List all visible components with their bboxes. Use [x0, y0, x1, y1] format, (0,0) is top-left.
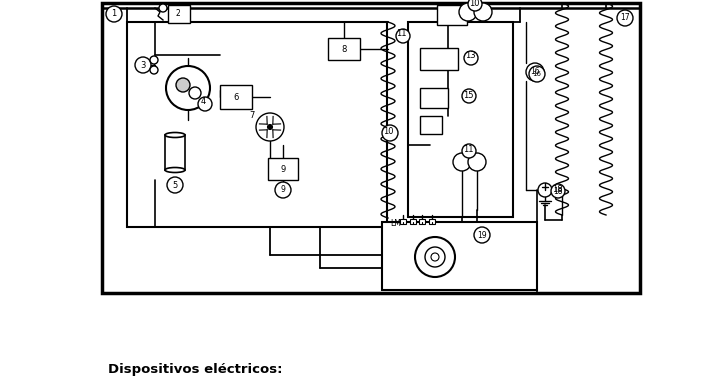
Text: 13: 13	[464, 52, 475, 60]
Circle shape	[431, 253, 439, 261]
Circle shape	[415, 237, 455, 277]
Bar	[410, 219, 416, 224]
Bar	[420, 88, 448, 108]
Circle shape	[462, 89, 476, 103]
Bar	[268, 158, 298, 180]
Circle shape	[150, 66, 158, 74]
Text: 16: 16	[530, 68, 540, 76]
Bar	[168, 5, 190, 23]
Circle shape	[425, 247, 445, 267]
Bar	[220, 85, 252, 109]
Bar	[408, 22, 513, 217]
Circle shape	[468, 0, 482, 11]
Text: 11: 11	[396, 29, 406, 39]
Text: 11: 11	[463, 146, 473, 154]
Bar	[437, 5, 467, 25]
Text: 4: 4	[200, 97, 205, 107]
Bar	[429, 219, 435, 224]
Circle shape	[538, 183, 552, 197]
Bar	[400, 219, 406, 224]
Circle shape	[198, 97, 212, 111]
Text: LM: LM	[390, 219, 401, 228]
Circle shape	[159, 4, 167, 12]
Circle shape	[396, 29, 410, 43]
Circle shape	[459, 3, 477, 21]
Text: 18: 18	[553, 186, 563, 196]
Circle shape	[551, 184, 565, 198]
Circle shape	[256, 113, 284, 141]
Circle shape	[462, 144, 476, 158]
Bar	[127, 22, 387, 227]
Circle shape	[275, 182, 291, 198]
Text: 18: 18	[552, 186, 562, 194]
Text: 17: 17	[620, 13, 630, 23]
Circle shape	[617, 10, 633, 26]
Circle shape	[176, 78, 190, 92]
Text: 8: 8	[341, 44, 347, 53]
Circle shape	[150, 56, 158, 64]
Circle shape	[464, 51, 478, 65]
Text: 16: 16	[532, 71, 542, 77]
Circle shape	[468, 153, 486, 171]
Text: 3: 3	[141, 60, 146, 70]
Circle shape	[167, 177, 183, 193]
Text: 19: 19	[477, 230, 487, 240]
Bar	[419, 219, 425, 224]
Text: 2: 2	[175, 10, 181, 18]
Text: 7: 7	[249, 110, 255, 120]
Circle shape	[106, 6, 122, 22]
Circle shape	[189, 87, 201, 99]
Circle shape	[453, 153, 471, 171]
Text: 6: 6	[233, 92, 239, 102]
Circle shape	[135, 57, 151, 73]
Circle shape	[267, 125, 272, 129]
Ellipse shape	[165, 133, 185, 138]
Text: Dispositivos eléctricos:: Dispositivos eléctricos:	[108, 364, 282, 377]
Bar	[328, 38, 360, 60]
Text: 10: 10	[469, 0, 479, 8]
Ellipse shape	[165, 167, 185, 173]
Bar	[165, 135, 185, 170]
Circle shape	[166, 66, 210, 110]
Circle shape	[474, 3, 492, 21]
Circle shape	[382, 125, 398, 141]
Text: 15: 15	[463, 91, 473, 99]
Bar	[382, 222, 537, 290]
Text: 9: 9	[280, 186, 285, 194]
Text: 1: 1	[111, 10, 116, 18]
Text: 9: 9	[280, 165, 285, 173]
Bar	[420, 116, 442, 134]
Text: 10: 10	[383, 128, 393, 136]
Circle shape	[526, 63, 544, 81]
Circle shape	[474, 227, 490, 243]
Text: 5: 5	[173, 181, 178, 189]
Circle shape	[529, 66, 545, 82]
Bar	[420, 48, 458, 70]
Bar	[102, 3, 640, 293]
